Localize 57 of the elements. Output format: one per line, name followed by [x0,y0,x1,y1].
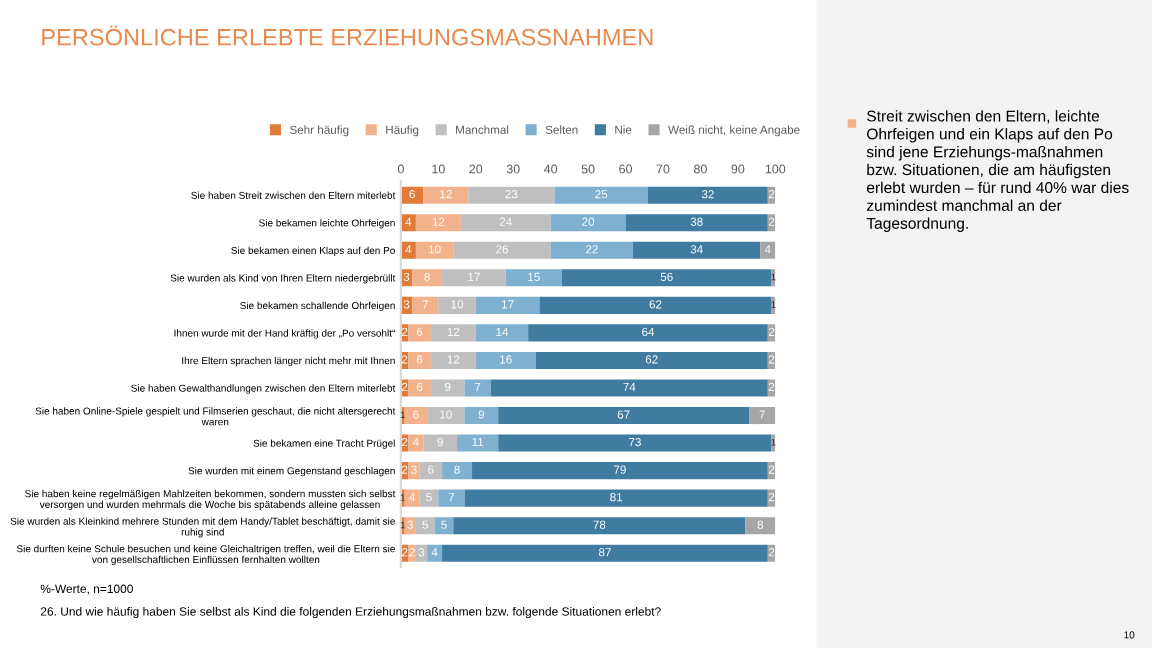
bar [427,544,443,562]
bar [475,296,540,314]
bar [554,186,648,204]
bar [550,241,634,259]
bar [760,241,776,259]
bar [408,324,431,342]
bar [419,462,443,480]
bar [408,434,424,452]
bar [408,379,431,397]
bar [404,406,428,425]
bar [472,462,768,480]
bar [415,517,435,535]
bar [475,324,529,342]
bar [434,517,454,535]
bar [412,296,439,314]
bar [457,434,499,452]
bar [423,186,469,204]
bar [749,406,776,425]
bar [539,296,772,314]
bar [430,379,465,397]
bar [408,544,416,562]
bar [453,241,551,259]
bar [438,489,465,507]
bar [464,489,768,507]
bar [550,214,626,232]
bar [633,241,761,259]
bar [460,214,551,232]
bar [490,379,768,397]
bar [408,351,431,369]
bar [648,186,768,204]
bar [464,406,499,425]
bar [442,544,768,562]
bar [464,379,491,397]
bar [745,517,776,535]
bar [468,186,555,204]
bar [453,517,746,535]
bar [625,214,768,232]
bar [415,241,454,259]
bar [430,351,476,369]
bar [412,269,443,287]
bar [404,489,420,507]
bar [535,351,768,369]
bar [423,434,458,452]
bar [442,269,506,287]
bar [498,406,750,425]
bar [498,434,772,452]
bar [408,462,420,480]
bar [427,406,465,425]
chart-title: PERSÖNLICHE ERLEBTE ERZIEHUNGSMASSNAHMEN [42,25,653,46]
bar [430,324,476,342]
bar [505,269,562,287]
bar [561,269,772,287]
bar [475,351,536,369]
bar [415,214,461,232]
bar [438,296,476,314]
bar [528,324,768,342]
bar [442,462,473,480]
